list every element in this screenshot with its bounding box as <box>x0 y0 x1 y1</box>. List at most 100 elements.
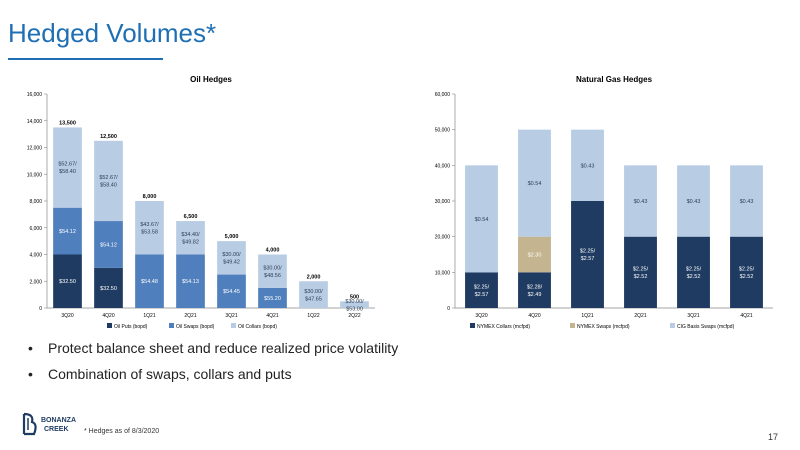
bar-segment <box>518 129 551 237</box>
data-label: $2.52 <box>687 274 701 280</box>
y-tick-label: 14,000 <box>27 119 43 125</box>
legend-swatch <box>570 323 575 328</box>
data-label: $34.40/ <box>181 232 200 238</box>
chart-title: Oil Hedges <box>190 75 232 84</box>
slide-title: Hedged Volumes* <box>8 18 217 48</box>
legend-swatch <box>107 323 112 328</box>
data-label: $2.25/ <box>474 284 490 290</box>
data-label: $52.67/ <box>58 162 77 168</box>
data-label: $58.40 <box>59 169 76 175</box>
data-label: $54.48 <box>141 279 158 285</box>
x-tick-label: 3Q20 <box>61 313 73 319</box>
bullet-item: • Protect balance sheet and reduce realiz… <box>28 340 399 356</box>
data-label: $47.65 <box>305 296 322 302</box>
y-tick-label: 16,000 <box>27 92 43 98</box>
bar-segment <box>677 165 710 237</box>
legend-label: CIG Basis Swaps (mcfpd) <box>677 324 735 330</box>
x-tick-label: 3Q21 <box>687 313 699 319</box>
data-label: $2.57 <box>475 292 489 298</box>
y-tick-label: 10,000 <box>27 172 43 178</box>
data-label: $54.45 <box>223 289 240 295</box>
chart-title: Natural Gas Hedges <box>576 75 653 84</box>
data-label: $0.43 <box>687 199 701 205</box>
legend-label: Oil Swaps (bopd) <box>176 324 215 330</box>
bar-segment <box>94 140 123 222</box>
total-label: 6,500 <box>184 214 198 220</box>
y-tick-label: 12,000 <box>27 146 43 152</box>
total-label: 500 <box>350 294 359 300</box>
data-label: $58.40 <box>100 183 117 189</box>
bar-segment <box>258 287 287 308</box>
logo-line1: BONANZA <box>41 417 76 424</box>
data-label: $30.00/ <box>304 289 323 295</box>
y-tick-label: 8,000 <box>29 199 42 205</box>
data-label: $54.12 <box>100 242 117 248</box>
bar-segment <box>176 221 205 255</box>
bar-segment <box>571 201 604 308</box>
data-label: $0.54 <box>528 181 542 187</box>
x-tick-label: 4Q21 <box>266 313 278 319</box>
x-tick-label: 4Q20 <box>102 313 114 319</box>
data-label: $2.25/ <box>686 267 702 273</box>
bar-segment <box>217 241 246 275</box>
x-tick-label: 1Q22 <box>307 313 319 319</box>
bar-segment <box>465 272 498 308</box>
x-tick-label: 1Q21 <box>581 313 593 319</box>
total-label: 12,500 <box>100 134 117 140</box>
bar-segment <box>176 254 205 308</box>
data-label: $53.00 <box>346 306 363 312</box>
x-tick-label: 3Q20 <box>475 313 487 319</box>
bullet-text: Protect balance sheet and reduce realize… <box>48 340 399 356</box>
bar-segment <box>518 272 551 308</box>
data-label: $55.20 <box>264 296 281 302</box>
data-label: $2.57 <box>581 256 595 262</box>
bar-segment <box>624 236 657 308</box>
bar-segment <box>258 254 287 288</box>
legend-swatch <box>169 323 174 328</box>
page-number: 17 <box>767 432 778 442</box>
logo-line2: CREEK <box>44 426 69 433</box>
data-label: $0.43 <box>740 199 754 205</box>
data-label: $2.25/ <box>580 249 596 255</box>
bar-segment <box>94 221 123 268</box>
title-underline <box>8 58 163 60</box>
data-label: $2.52 <box>740 274 754 280</box>
x-tick-label: 1Q21 <box>143 313 155 319</box>
x-tick-label: 3Q21 <box>225 313 237 319</box>
bar-segment <box>340 301 369 308</box>
bullet-list: • Protect balance sheet and reduce realiz… <box>28 340 398 392</box>
bullet-text: Combination of swaps, collars and puts <box>48 366 292 382</box>
bar-segment <box>53 254 82 308</box>
footnote: * Hedges as of 8/3/2020 <box>84 428 160 435</box>
y-tick-label: 2,000 <box>29 279 42 285</box>
x-tick-label: 4Q20 <box>528 313 540 319</box>
data-label: $30.00/ <box>345 299 364 305</box>
bar-segment <box>730 236 763 308</box>
bar-segment <box>730 165 763 237</box>
logo-mark-icon <box>22 412 37 436</box>
bar-segment <box>135 254 164 308</box>
data-label: $53.58 <box>141 229 158 235</box>
data-label: $2.49 <box>528 292 542 298</box>
data-label: $32.50 <box>59 279 76 285</box>
legend-label: Oil Collars (bopd) <box>238 324 277 330</box>
y-tick-label: 40,000 <box>435 163 451 169</box>
data-label: $2.25/ <box>739 267 755 273</box>
legend-label: NYMEX Collars (mcfpd) <box>477 324 530 330</box>
legend-swatch <box>231 323 236 328</box>
total-label: 2,000 <box>307 274 321 280</box>
bar-segment <box>299 281 328 308</box>
bar-segment <box>624 165 657 237</box>
total-label: 8,000 <box>143 194 157 200</box>
y-tick-label: 6,000 <box>29 226 42 232</box>
data-label: $30.00/ <box>222 252 241 258</box>
bullet-item: • Combination of swaps, collars and puts <box>28 366 292 382</box>
bar-segment <box>217 274 246 308</box>
y-tick-label: 20,000 <box>435 235 451 241</box>
total-label: 5,000 <box>225 234 239 240</box>
data-label: $0.54 <box>475 217 489 223</box>
x-tick-label: 2Q21 <box>634 313 646 319</box>
x-tick-label: 2Q22 <box>348 313 360 319</box>
data-label: $54.13 <box>182 279 199 285</box>
